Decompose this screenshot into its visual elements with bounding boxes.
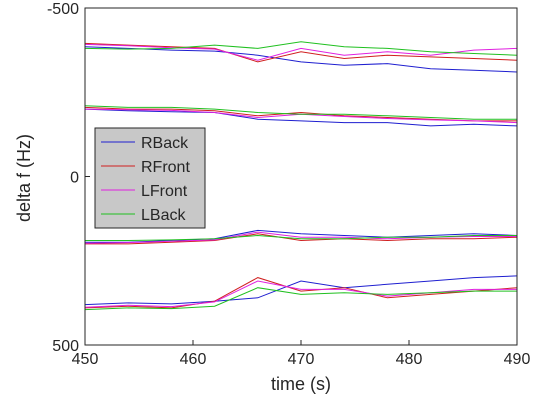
y-tick-label: 500 <box>52 338 79 355</box>
y-tick-label: -500 <box>47 1 79 18</box>
x-axis-label: time (s) <box>271 374 331 394</box>
series-line <box>84 43 518 61</box>
series-line <box>84 277 518 309</box>
series-line <box>84 280 517 308</box>
x-tick-label: 480 <box>396 351 423 368</box>
series-line <box>84 108 518 127</box>
x-tick-label: 450 <box>72 351 99 368</box>
series-line <box>84 287 517 311</box>
legend-label: LBack <box>141 207 186 224</box>
series-line <box>85 229 518 243</box>
x-tick-label: 470 <box>288 351 315 368</box>
legend-label: LFront <box>141 183 188 200</box>
series-line <box>85 233 518 245</box>
series-line <box>84 42 518 63</box>
x-tick-label: 490 <box>504 351 531 368</box>
y-tick-label: 0 <box>70 170 79 187</box>
series-line <box>84 105 517 120</box>
series-line <box>84 275 518 306</box>
legend-label: RFront <box>141 159 190 176</box>
series-line <box>85 234 517 241</box>
series-line <box>84 41 518 56</box>
y-axis-label: delta f (Hz) <box>14 134 34 222</box>
legend-box <box>94 127 206 229</box>
legend-label: RBack <box>141 135 189 152</box>
x-tick-label: 460 <box>180 351 207 368</box>
series-line <box>84 46 518 73</box>
